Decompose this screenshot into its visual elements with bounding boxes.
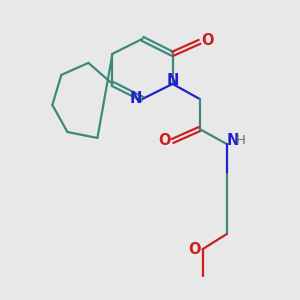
Text: N: N [130, 92, 142, 106]
Text: O: O [201, 33, 213, 48]
Text: N: N [166, 73, 179, 88]
Text: O: O [188, 242, 201, 256]
Text: O: O [158, 134, 170, 148]
Text: N: N [227, 134, 239, 148]
Text: H: H [236, 134, 246, 148]
